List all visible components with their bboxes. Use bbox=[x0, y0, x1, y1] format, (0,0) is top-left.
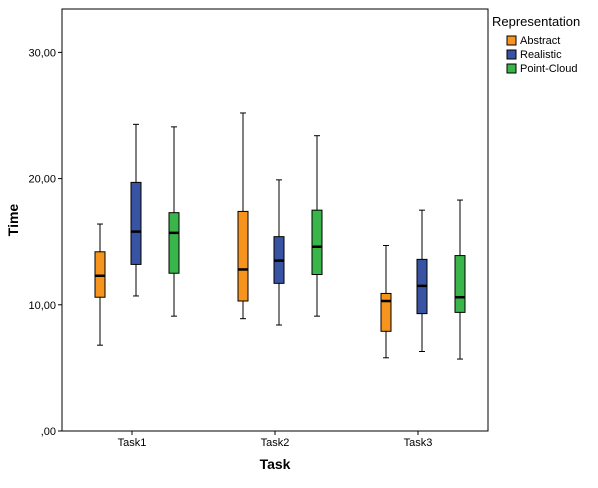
legend-swatch-abstract bbox=[506, 35, 517, 46]
y-tick-label: 10,00 bbox=[28, 300, 56, 312]
legend-swatch-realistic bbox=[506, 49, 517, 60]
iqr-box bbox=[311, 209, 323, 276]
box-abstract-task2 bbox=[237, 112, 249, 320]
y-tick-label: ,00 bbox=[41, 426, 56, 438]
box-realistic-task3 bbox=[416, 209, 428, 352]
y-axis: ,00 10,00 20,00 30,00 bbox=[28, 47, 62, 438]
legend: Representation Abstract Realistic Point-Cl… bbox=[492, 14, 580, 75]
legend-swatch-point-cloud bbox=[506, 63, 517, 74]
legend-label-abstract: Abstract bbox=[520, 35, 560, 47]
box-point-cloud-task3 bbox=[454, 199, 466, 360]
x-tick-label: Task3 bbox=[404, 437, 433, 449]
box-abstract-task3 bbox=[380, 244, 392, 359]
iqr-box bbox=[130, 181, 142, 265]
iqr-box bbox=[454, 255, 466, 313]
box-groups bbox=[94, 112, 466, 360]
legend-title: Representation bbox=[492, 14, 580, 29]
x-tick-label: Task2 bbox=[261, 437, 290, 449]
box-realistic-task1 bbox=[130, 123, 142, 297]
x-axis-title: Task bbox=[260, 456, 291, 472]
x-tick-label: Task1 bbox=[118, 437, 147, 449]
legend-label-realistic: Realistic bbox=[520, 49, 562, 61]
iqr-box bbox=[380, 292, 392, 332]
x-axis: Task1 Task2 Task3 bbox=[118, 431, 433, 449]
plot-area bbox=[61, 8, 489, 432]
box-abstract-task1 bbox=[94, 223, 106, 346]
y-tick-label: 20,00 bbox=[28, 174, 56, 186]
y-tick-label: 30,00 bbox=[28, 47, 56, 59]
box-point-cloud-task2 bbox=[311, 135, 323, 317]
legend-label-point-cloud: Point-Cloud bbox=[520, 63, 577, 75]
iqr-box bbox=[168, 212, 180, 274]
iqr-box bbox=[94, 251, 106, 298]
box-point-cloud-task1 bbox=[168, 126, 180, 317]
y-axis-title: Time bbox=[5, 204, 21, 237]
iqr-box bbox=[237, 210, 249, 302]
box-realistic-task2 bbox=[273, 179, 285, 326]
